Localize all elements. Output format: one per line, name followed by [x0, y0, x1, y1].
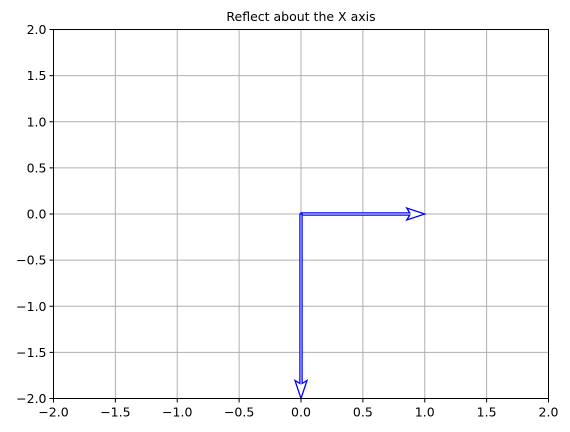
- chart-title: Reflect about the X axis: [226, 9, 375, 24]
- x-tick-label: 0.0: [291, 405, 311, 420]
- y-tick-label: −1.5: [16, 345, 46, 360]
- y-tick-label: −0.5: [16, 253, 46, 268]
- x-tick-label: −1.0: [162, 405, 192, 420]
- x-tick-label: −0.5: [224, 405, 254, 420]
- y-tick-label: −2.0: [16, 391, 46, 406]
- x-tick-label: 0.5: [353, 405, 373, 420]
- y-tick-label: −1.0: [16, 299, 46, 314]
- vector-arrow: [300, 206, 427, 222]
- x-tick-label: 1.0: [415, 405, 435, 420]
- y-axis: −2.0 −1.5 −1.0 −0.5 0.0 0.5 1.0 1.5 2.0: [16, 22, 54, 406]
- y-tick-label: 0.5: [27, 160, 47, 175]
- vectors: [293, 206, 427, 401]
- y-tick-label: 0.0: [27, 207, 47, 222]
- y-tick-label: 1.5: [27, 68, 47, 83]
- x-tick-label: 1.5: [477, 405, 497, 420]
- y-tick-label: 2.0: [27, 22, 47, 37]
- y-tick-label: 1.0: [27, 114, 47, 129]
- x-axis: −2.0 −1.5 −1.0 −0.5 0.0 0.5 1.0 1.5 2.0: [38, 398, 559, 420]
- x-tick-label: −2.0: [38, 405, 68, 420]
- x-tick-label: −1.5: [100, 405, 130, 420]
- x-tick-label: 2.0: [539, 405, 559, 420]
- vector-arrow: [293, 213, 309, 401]
